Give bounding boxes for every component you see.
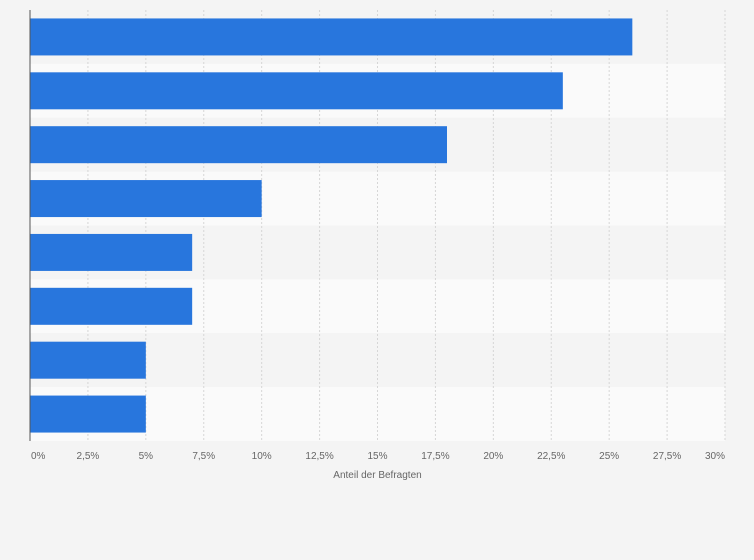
bar[interactable] (30, 341, 146, 379)
bars (30, 18, 633, 433)
x-tick-label: 25% (599, 451, 619, 462)
x-tick-label: 22,5% (537, 451, 565, 462)
bar[interactable] (30, 72, 563, 110)
bar[interactable] (30, 126, 447, 164)
bar[interactable] (30, 233, 193, 271)
x-tick-label: 27,5% (653, 451, 681, 462)
x-tick-label: 0% (31, 451, 46, 462)
x-tick-label: 20% (483, 451, 503, 462)
x-axis-title: Anteil der Befragten (333, 470, 421, 481)
bar[interactable] (30, 395, 146, 433)
bar[interactable] (30, 18, 633, 56)
x-tick-label: 7,5% (192, 451, 215, 462)
x-tick-label: 30% (705, 451, 725, 462)
x-tick-label: 15% (367, 451, 387, 462)
x-tick-label: 17,5% (421, 451, 449, 462)
x-tick-label: 5% (139, 451, 154, 462)
x-tick-label: 12,5% (305, 451, 333, 462)
x-tick-labels: 0% 2,5% 5% 7,5% 10% 12,5% 15% 17,5% 20% 22,5% 25% 2… (31, 451, 725, 462)
x-tick-label: 2,5% (77, 451, 100, 462)
x-tick-label: 10% (252, 451, 272, 462)
bar[interactable] (30, 180, 262, 218)
bar[interactable] (30, 287, 193, 325)
